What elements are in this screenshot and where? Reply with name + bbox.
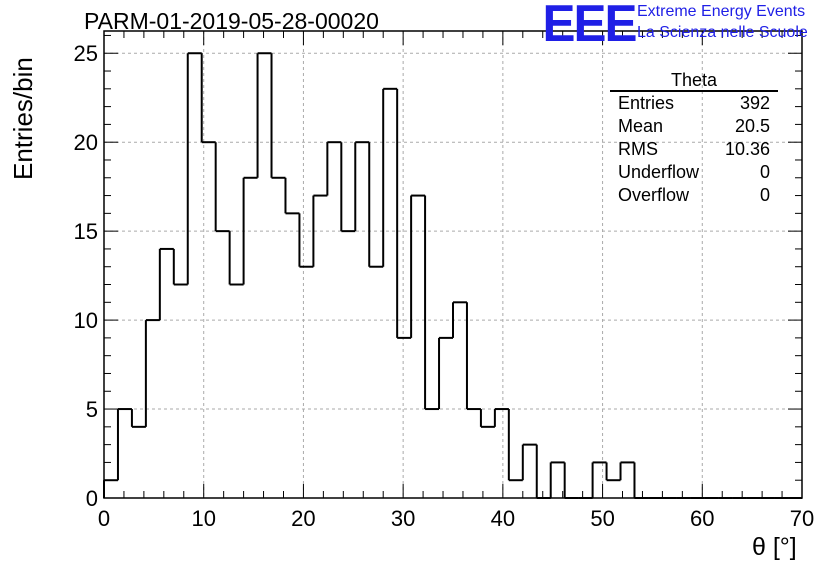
stats-label: Overflow: [618, 185, 690, 205]
stats-label: RMS: [618, 139, 658, 159]
tick-labels: 0 10 20 30 40 50 60 70 0 5 10 15 20 25: [74, 41, 815, 531]
y-tick-label: 20: [74, 130, 98, 155]
stats-row-rms: RMS 10.36: [610, 138, 778, 161]
y-tick-label: 5: [86, 397, 98, 422]
stats-row-entries: Entries 392: [610, 92, 778, 115]
stats-label: Entries: [618, 93, 675, 113]
stats-value: 392: [739, 93, 770, 113]
plot-title: PARM-01-2019-05-28-00020: [84, 8, 379, 34]
stats-label: Mean: [618, 116, 664, 136]
stats-title: Theta: [610, 70, 778, 92]
plot-frame: [103, 30, 803, 499]
x-tick-label: 40: [491, 506, 515, 531]
x-tick-label: 10: [191, 506, 215, 531]
logo-line-2: La Scienza nelle Scuole: [637, 24, 808, 41]
eee-logo-icon: EEE: [542, 0, 637, 53]
stats-box: Theta Entries 392 Mean 20.5 RMS 10.36 Un…: [610, 70, 778, 207]
stats-label: Underflow: [618, 162, 700, 182]
axes: [103, 30, 803, 499]
x-tick-label: 30: [391, 506, 415, 531]
x-tick-label: 60: [690, 506, 714, 531]
x-tick-label: 50: [590, 506, 614, 531]
stats-value: 10.36: [724, 139, 770, 159]
stats-row-underflow: Underflow 0: [610, 161, 778, 184]
x-axis-label: θ [°]: [752, 533, 797, 561]
x-tick-label: 20: [291, 506, 315, 531]
logo-line-1: Extreme Energy Events: [637, 3, 806, 20]
y-tick-label: 10: [74, 308, 98, 333]
stats-value: 0: [759, 185, 770, 205]
y-tick-label: 25: [74, 41, 98, 66]
x-tick-label: 70: [790, 506, 814, 531]
stats-row-overflow: Overflow 0: [610, 184, 778, 207]
y-axis-label: Entries/bin: [8, 57, 38, 180]
y-tick-label: 0: [86, 486, 98, 511]
stats-value: 20.5: [734, 116, 770, 136]
stats-row-mean: Mean 20.5: [610, 115, 778, 138]
stats-value: 0: [759, 162, 770, 182]
y-tick-label: 15: [74, 219, 98, 244]
x-tick-label: 0: [98, 506, 110, 531]
histogram-bins: [103, 52, 802, 499]
